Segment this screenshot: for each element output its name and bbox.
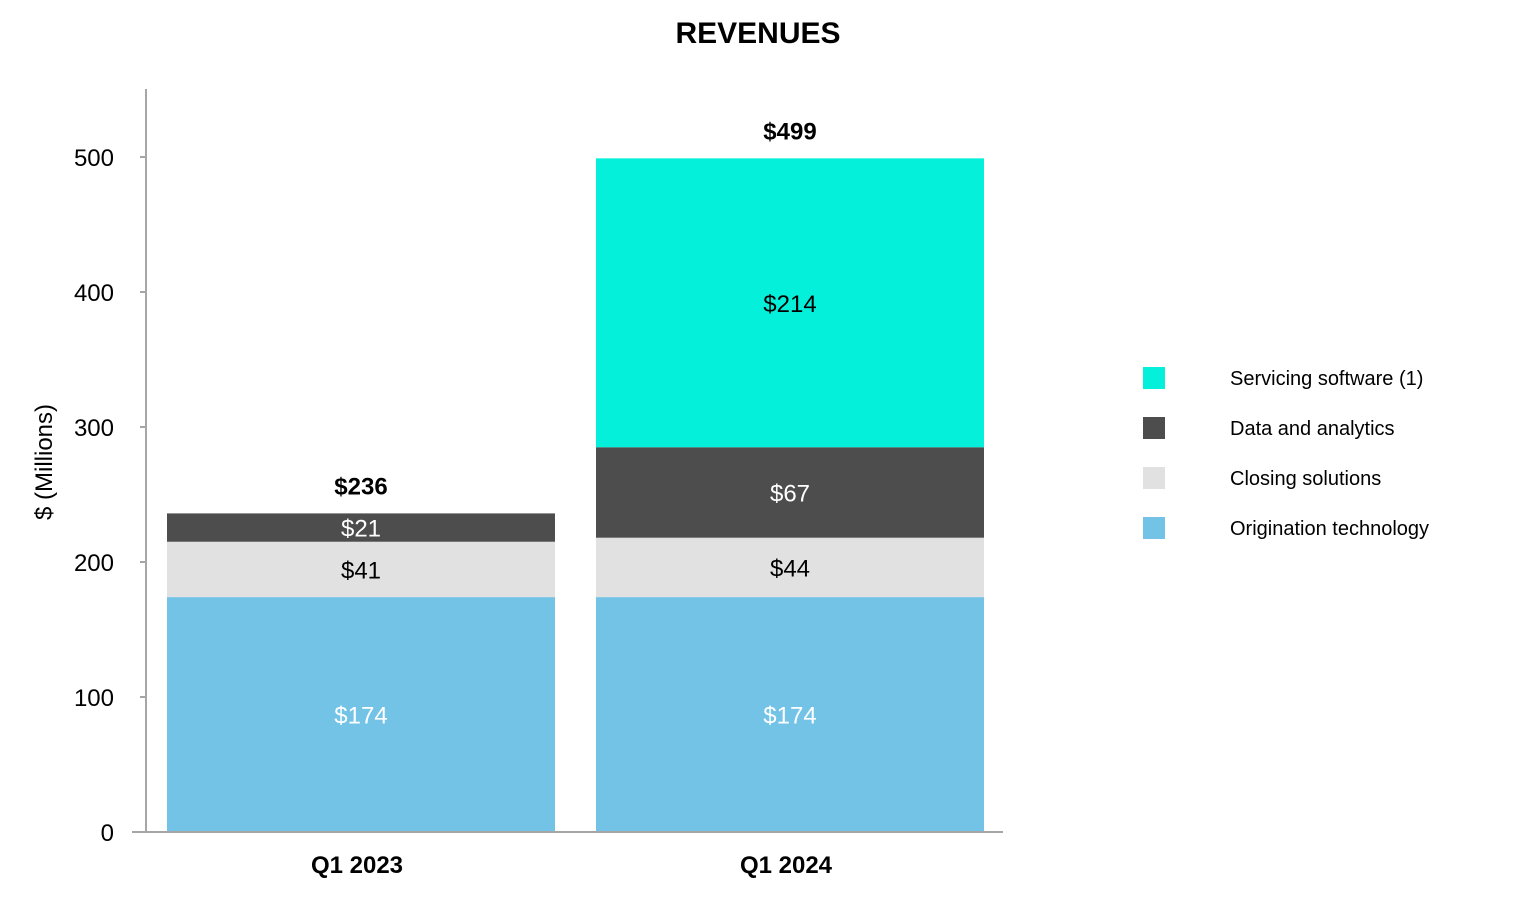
y-tick-label: 400 <box>74 280 114 307</box>
segment-value-label: $44 <box>770 555 810 582</box>
segment-value-label: $41 <box>341 557 381 584</box>
legend-swatch <box>1143 467 1165 489</box>
plot-area: 0 100 200 300 400 500 $174 $41 $21 $236 Q1 2023 $17… <box>74 89 1003 879</box>
segment-value-label: $67 <box>770 480 810 507</box>
bar-segment <box>596 447 984 538</box>
y-tick-label: 500 <box>74 145 114 172</box>
y-tick-label: 300 <box>74 415 114 442</box>
segment-value-label: $21 <box>341 516 381 543</box>
chart-title: REVENUES <box>675 17 840 50</box>
y-axis-label: $ (Millions) <box>31 404 58 520</box>
legend: Servicing software (1) Data and analytics… <box>1143 367 1429 540</box>
legend-label: Origination technology <box>1230 518 1429 540</box>
legend-label: Closing solutions <box>1230 468 1381 490</box>
bar-segment <box>167 597 555 832</box>
segment-value-label: $174 <box>334 703 387 730</box>
x-category-label: Q1 2023 <box>311 852 403 879</box>
bar-total-label: $236 <box>334 473 387 500</box>
legend-label: Data and analytics <box>1230 418 1395 440</box>
y-tick-label: 100 <box>74 685 114 712</box>
legend-label: Servicing software (1) <box>1230 368 1423 390</box>
bar-segment <box>596 537 984 598</box>
segment-value-label: $214 <box>763 291 816 318</box>
bar-segment <box>167 541 555 598</box>
bar-segment <box>167 513 555 542</box>
segment-value-label: $174 <box>763 703 816 730</box>
y-tick-label: 200 <box>74 550 114 577</box>
legend-swatch <box>1143 367 1165 389</box>
bar-segment <box>596 158 984 448</box>
legend-swatch <box>1143 417 1165 439</box>
bar-segment <box>596 597 984 832</box>
y-tick-label: 0 <box>101 820 114 847</box>
legend-swatch <box>1143 517 1165 539</box>
x-category-label: Q1 2024 <box>740 852 833 879</box>
bar-total-label: $499 <box>763 118 816 145</box>
